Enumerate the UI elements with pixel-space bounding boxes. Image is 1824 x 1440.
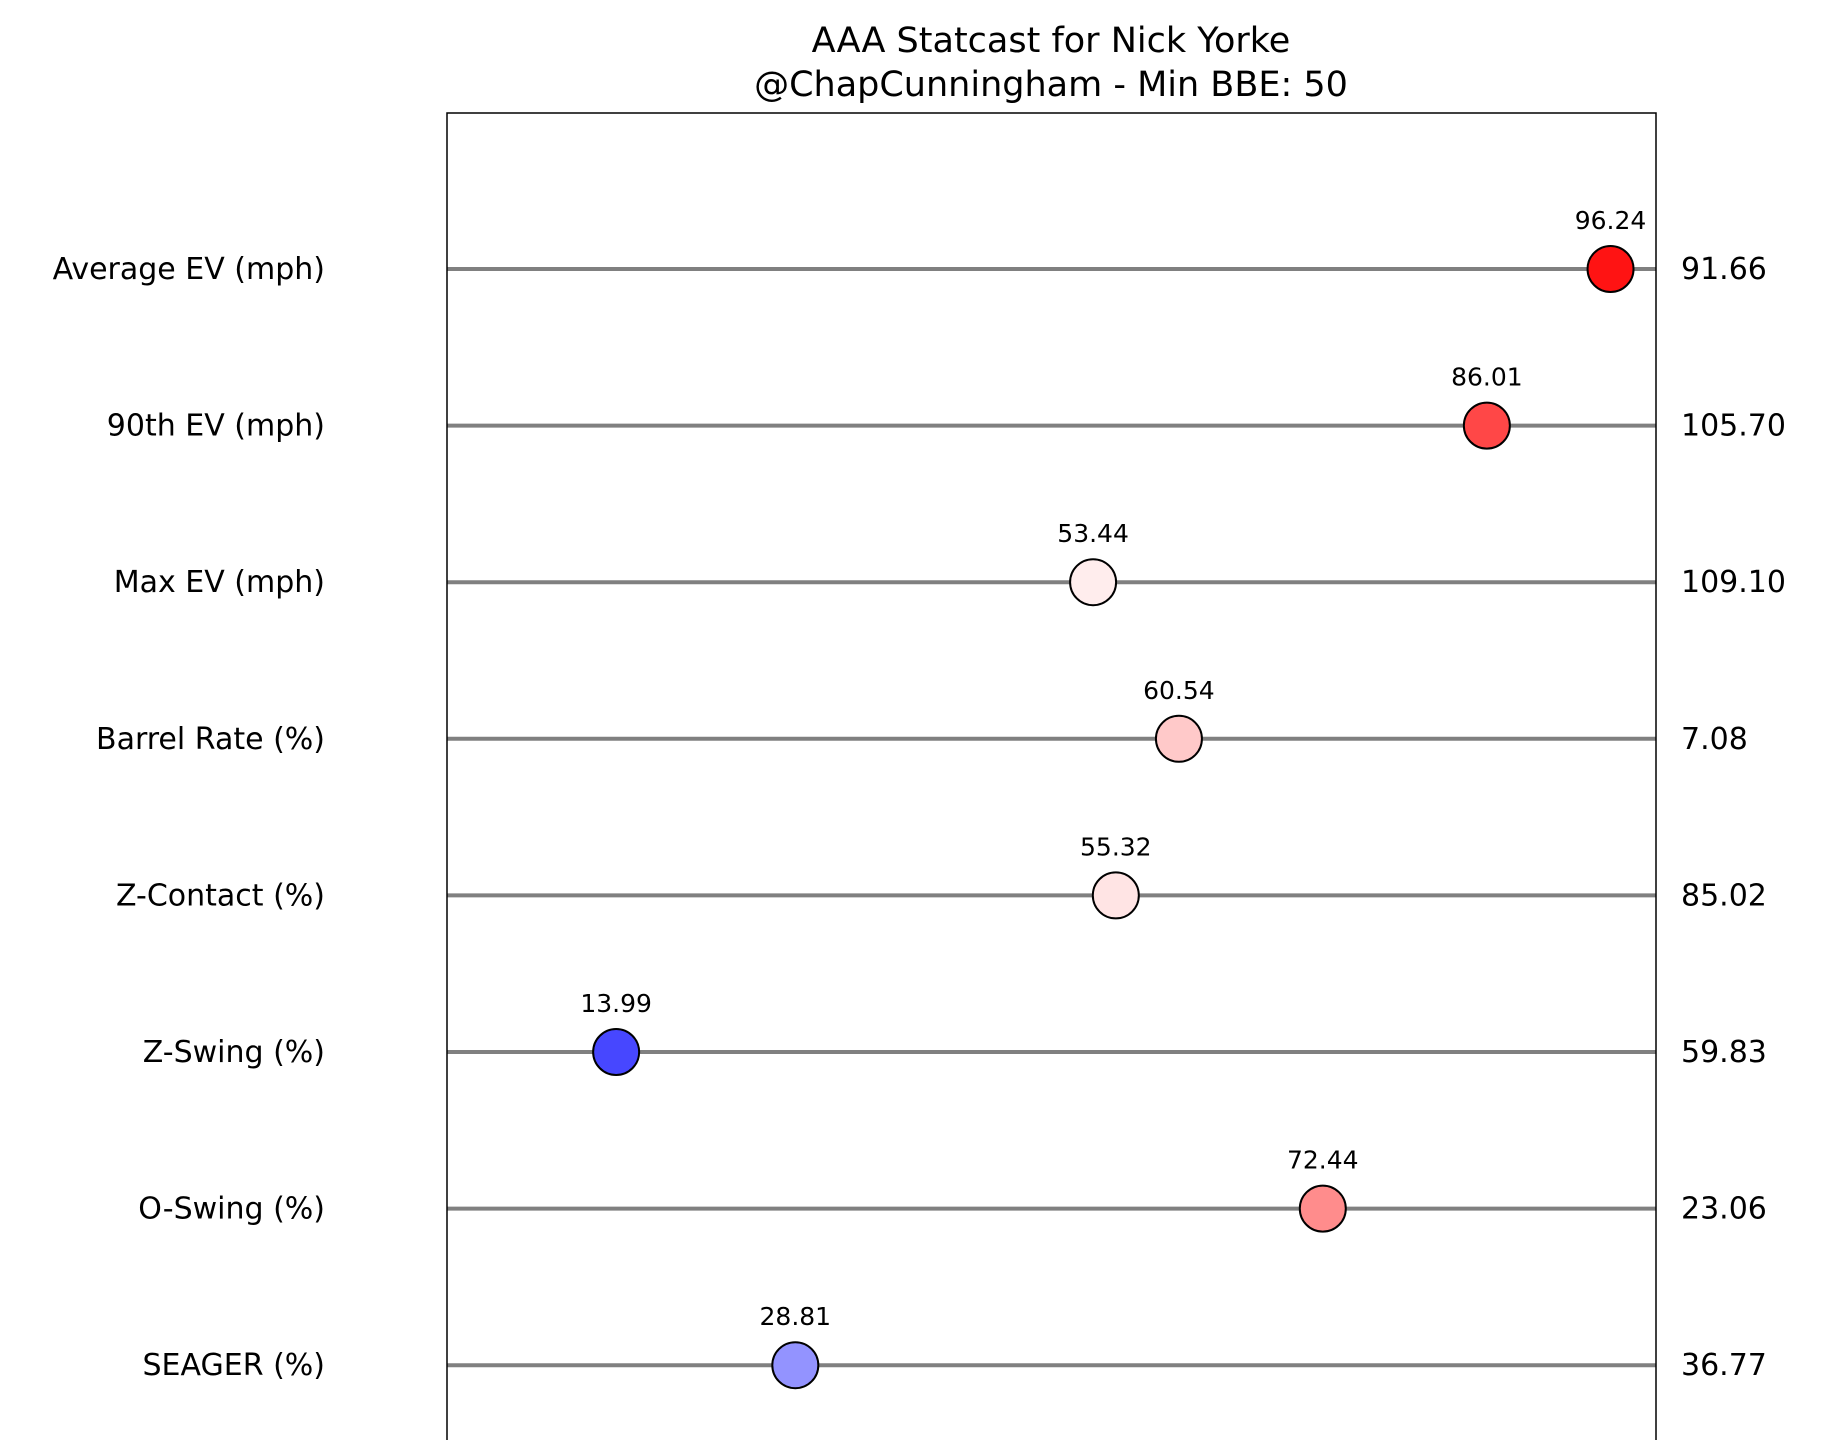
chart-title: AAA Statcast for Nick Yorke (812, 21, 1291, 61)
value-label: 91.66 (1681, 252, 1767, 287)
percentile-point (1154, 714, 1203, 763)
percentile-point (1586, 245, 1635, 293)
value-label: 109.10 (1681, 565, 1786, 600)
category-label: Z-Contact (%) (116, 878, 325, 913)
category-label: O-Swing (%) (138, 1192, 325, 1227)
percentile-label: 86.01 (1451, 363, 1523, 392)
percentile-label: 72.44 (1287, 1146, 1359, 1175)
percentile-label: 96.24 (1575, 206, 1647, 235)
percentile-point (592, 1028, 641, 1076)
value-label: 59.83 (1681, 1035, 1767, 1070)
percentile-label: 55.32 (1080, 832, 1152, 861)
percentile-label: 28.81 (760, 1302, 832, 1331)
percentile-point (771, 1341, 820, 1390)
category-label: Max EV (mph) (114, 565, 325, 600)
plot-frame (446, 112, 1657, 1440)
value-label: 36.77 (1681, 1348, 1767, 1383)
percentile-point (1069, 558, 1118, 607)
category-label: 90th EV (mph) (107, 409, 325, 444)
value-label: 23.06 (1681, 1192, 1767, 1227)
percentile-point (1462, 401, 1511, 450)
percentile-label: 13.99 (580, 989, 652, 1018)
value-label: 105.70 (1681, 409, 1786, 444)
percentile-label: 60.54 (1143, 676, 1215, 705)
percentile-point (1298, 1184, 1347, 1233)
percentile-label: 53.44 (1057, 519, 1129, 548)
category-label: Z-Swing (%) (143, 1035, 325, 1070)
value-label: 7.08 (1681, 722, 1748, 757)
category-label: Barrel Rate (%) (96, 722, 325, 757)
value-label: 85.02 (1681, 878, 1767, 913)
category-label: SEAGER (%) (143, 1348, 326, 1383)
chart-subtitle: @ChapCunningham - Min BBE: 50 (754, 65, 1348, 105)
category-label: Average EV (mph) (53, 252, 325, 287)
percentile-point (1091, 871, 1140, 920)
